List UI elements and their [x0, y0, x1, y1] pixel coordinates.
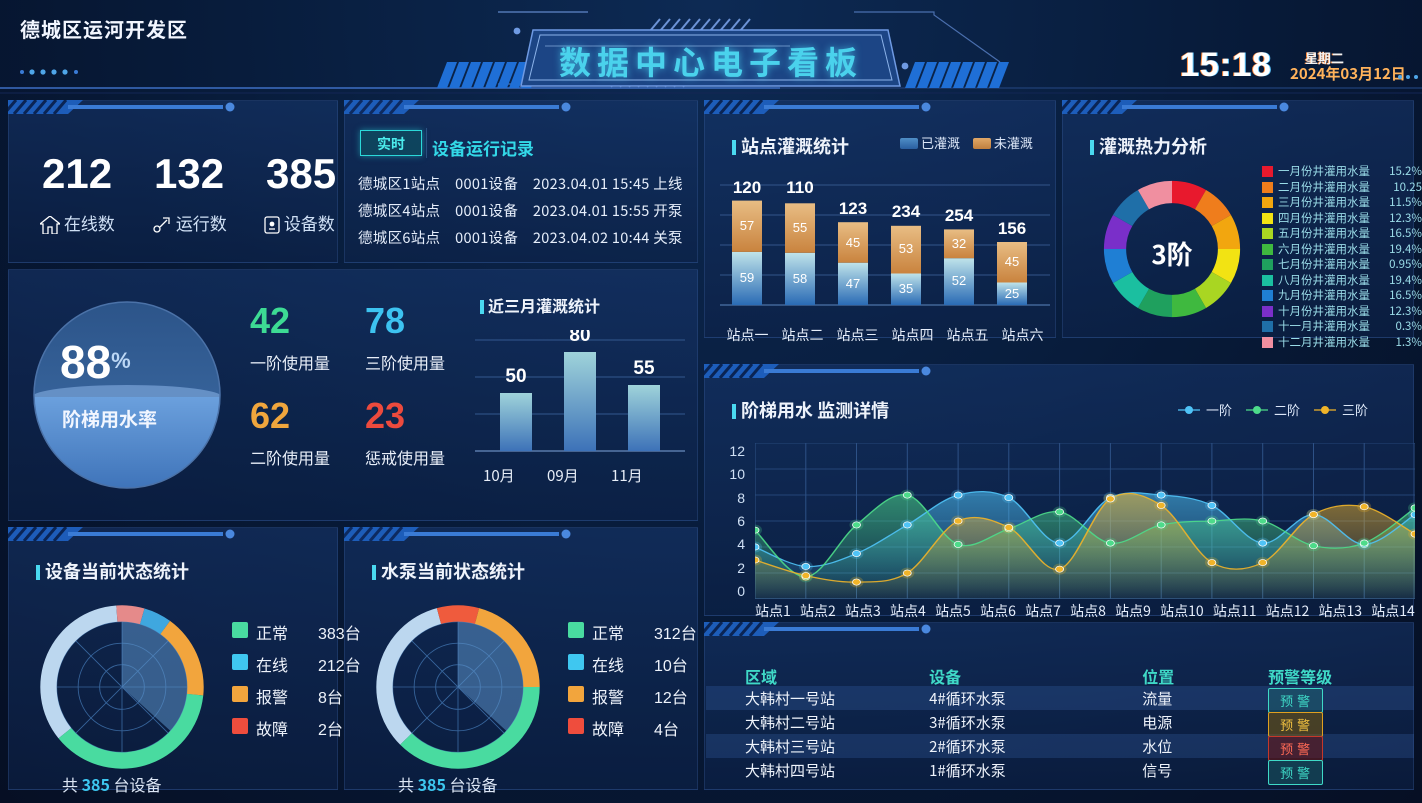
svg-text:120: 120: [733, 178, 761, 197]
svg-text:55: 55: [633, 358, 655, 379]
svg-text:52: 52: [952, 273, 966, 288]
svg-text:二阶: 二阶: [1274, 400, 1300, 419]
svg-text:47: 47: [846, 276, 860, 291]
svg-text:59: 59: [740, 270, 754, 285]
svg-text:234: 234: [892, 202, 921, 221]
svg-text:25: 25: [1005, 286, 1019, 301]
svg-text:156: 156: [998, 219, 1026, 238]
svg-text:一阶: 一阶: [1206, 400, 1232, 419]
svg-text:123: 123: [839, 199, 867, 218]
svg-text:57: 57: [740, 218, 754, 233]
svg-text:110: 110: [786, 178, 813, 197]
svg-text:80: 80: [569, 330, 590, 346]
svg-text:50: 50: [505, 366, 526, 387]
svg-text:35: 35: [899, 281, 913, 296]
svg-text:三阶: 三阶: [1342, 400, 1368, 419]
svg-text:254: 254: [945, 206, 974, 225]
svg-text:58: 58: [793, 271, 807, 286]
svg-text:45: 45: [846, 235, 860, 250]
svg-text:55: 55: [793, 220, 807, 235]
svg-text:45: 45: [1005, 254, 1019, 269]
svg-text:32: 32: [952, 236, 966, 251]
svg-text:53: 53: [899, 241, 913, 256]
